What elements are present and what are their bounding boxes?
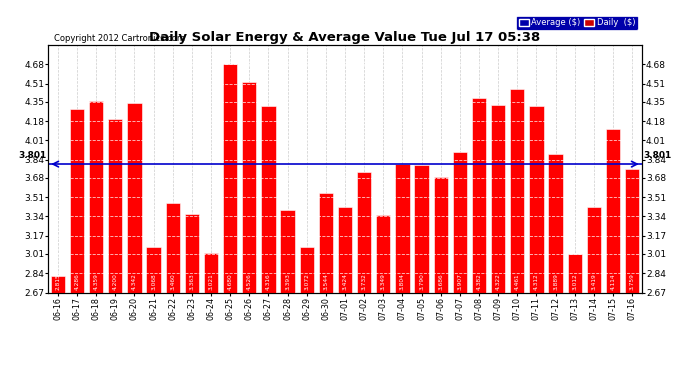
Text: 3.363: 3.363 — [189, 273, 195, 290]
Text: 4.526: 4.526 — [247, 273, 252, 290]
Bar — [204, 253, 218, 292]
Bar — [510, 89, 524, 292]
Bar — [127, 103, 141, 292]
Title: Daily Solar Energy & Average Value Tue Jul 17 05:38: Daily Solar Energy & Average Value Tue J… — [149, 31, 541, 44]
Bar — [185, 214, 199, 292]
Text: 4.322: 4.322 — [495, 273, 501, 290]
Bar — [376, 215, 391, 292]
Text: 3.068: 3.068 — [151, 273, 156, 290]
Bar — [242, 82, 257, 292]
Bar — [70, 109, 84, 292]
Bar — [299, 247, 314, 292]
Text: 3.801: 3.801 — [18, 150, 46, 159]
Legend: Average ($), Daily  ($): Average ($), Daily ($) — [516, 16, 638, 30]
Bar — [472, 98, 486, 292]
Text: 3.686: 3.686 — [438, 274, 443, 290]
Bar — [262, 106, 275, 292]
Text: 3.790: 3.790 — [419, 273, 424, 290]
Text: 4.680: 4.680 — [228, 273, 233, 290]
Bar — [568, 254, 582, 292]
Text: 4.342: 4.342 — [132, 273, 137, 290]
Text: 4.114: 4.114 — [611, 274, 615, 290]
Text: 3.419: 3.419 — [591, 273, 596, 290]
Text: 4.382: 4.382 — [477, 273, 482, 290]
Text: 4.359: 4.359 — [94, 273, 99, 290]
Text: 3.544: 3.544 — [324, 273, 328, 290]
Bar — [395, 164, 410, 292]
Bar — [586, 207, 601, 292]
Bar — [223, 64, 237, 292]
Bar — [357, 172, 371, 292]
Text: 3.012: 3.012 — [572, 273, 578, 290]
Text: Copyright 2012 Cartronics.com: Copyright 2012 Cartronics.com — [55, 33, 185, 42]
Text: 4.312: 4.312 — [534, 273, 539, 290]
Text: 4.316: 4.316 — [266, 274, 271, 290]
Bar — [50, 276, 65, 292]
Text: 4.286: 4.286 — [75, 273, 79, 290]
Bar — [108, 119, 123, 292]
Text: 4.461: 4.461 — [515, 274, 520, 290]
Text: 3.393: 3.393 — [285, 273, 290, 290]
Text: 3.349: 3.349 — [381, 273, 386, 290]
Bar — [606, 129, 620, 292]
Bar — [319, 193, 333, 292]
Bar — [549, 154, 563, 292]
Bar — [529, 106, 544, 292]
Text: 3.072: 3.072 — [304, 273, 309, 290]
Bar — [89, 101, 104, 292]
Bar — [625, 169, 640, 292]
Text: 3.907: 3.907 — [457, 273, 462, 290]
Text: 3.460: 3.460 — [170, 273, 175, 290]
Text: 3.889: 3.889 — [553, 273, 558, 290]
Text: 3.759: 3.759 — [630, 273, 635, 290]
Bar — [146, 248, 161, 292]
Bar — [280, 210, 295, 292]
Bar — [166, 203, 180, 292]
Bar — [338, 207, 352, 292]
Bar — [453, 152, 467, 292]
Text: 3.732: 3.732 — [362, 273, 366, 290]
Text: 3.804: 3.804 — [400, 273, 405, 290]
Bar — [433, 177, 448, 292]
Text: 4.200: 4.200 — [112, 273, 118, 290]
Bar — [491, 105, 505, 292]
Text: 3.801: 3.801 — [644, 150, 672, 159]
Text: 3.424: 3.424 — [342, 273, 348, 290]
Text: 2.815: 2.815 — [55, 273, 60, 290]
Text: 3.021: 3.021 — [208, 273, 213, 290]
Bar — [415, 165, 428, 292]
